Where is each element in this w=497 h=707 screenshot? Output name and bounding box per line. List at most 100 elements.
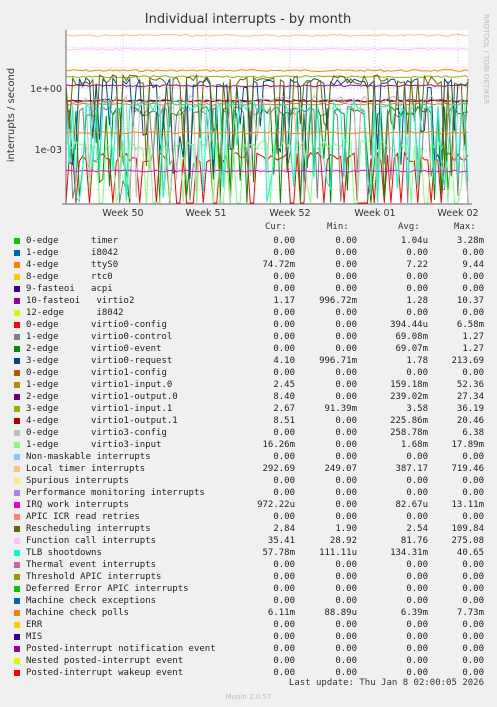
legend-max: 0.00: [462, 284, 484, 294]
legend-label: Rescheduling interrupts: [26, 524, 151, 534]
legend-min: 0.00: [335, 272, 357, 282]
munin-version: Munin 2.0.57: [225, 693, 272, 701]
legend-row: 12-edge i8042 0.00 0.00 0.00 0.00: [0, 307, 497, 319]
legend-row: 3-edge virtio1-input.1 2.67 91.39m 3.58 36.1…: [0, 403, 497, 415]
legend-swatch: [14, 574, 20, 580]
legend-max: 1.27: [462, 344, 484, 354]
legend-max: 0.00: [462, 572, 484, 582]
legend-avg: 0.00: [406, 488, 428, 498]
legend-avg: 81.76: [400, 536, 428, 546]
series-line: [65, 99, 469, 204]
legend-label: Machine check polls: [26, 608, 129, 618]
x-tick-label: Week 02: [437, 208, 478, 219]
legend-min: 0.00: [335, 308, 357, 318]
x-tick-label: Week 50: [102, 208, 143, 219]
legend-max: 0.00: [462, 488, 484, 498]
legend-swatch: [14, 478, 20, 484]
legend-avg: 225.86m: [390, 416, 428, 426]
legend-label: Thermal event interrupts: [26, 560, 157, 570]
legend-swatch: [14, 310, 20, 316]
legend-min: 249.07: [324, 464, 357, 474]
legend-min: 0.00: [335, 476, 357, 486]
legend-swatch: [14, 586, 20, 592]
chart-title: Individual interrupts - by month: [145, 12, 351, 27]
legend-label: 8-edge rtc0: [26, 272, 113, 282]
legend-row: 2-edge virtio0-event 0.00 0.00 69.07m 1.27: [0, 343, 497, 355]
legend-row: 4-edge virtio1-output.1 8.51 0.00 225.86m 20…: [0, 415, 497, 427]
legend-cur: 0.00: [273, 488, 295, 498]
legend-swatch: [14, 598, 20, 604]
legend-cur: 0.00: [273, 248, 295, 258]
legend-swatch: [14, 550, 20, 556]
legend-avg: 394.44u: [390, 320, 428, 330]
rrdtool-credit: RRDTOOL / TOBI OETIKER: [482, 14, 490, 104]
legend-max: 13.11m: [451, 500, 484, 510]
legend-min: 0.00: [335, 572, 357, 582]
legend-swatch: [14, 646, 20, 652]
legend-min: 0.00: [335, 620, 357, 630]
legend-avg: 3.58: [406, 404, 428, 414]
legend-max: 0.00: [462, 596, 484, 606]
legend-cur: 16.26m: [262, 440, 295, 450]
legend-cur: 0.00: [273, 668, 295, 678]
legend-swatch: [14, 382, 20, 388]
legend-min: 0.00: [335, 644, 357, 654]
legend-avg: 82.67u: [395, 500, 428, 510]
legend-cur: 0.00: [273, 644, 295, 654]
legend-cur: 6.11m: [267, 608, 295, 618]
legend-avg: 0.00: [406, 272, 428, 282]
legend-row: Performance monitoring interrupts 0.00 0.0…: [0, 487, 497, 499]
legend-avg: 0.00: [406, 452, 428, 462]
series-line: [65, 169, 469, 173]
chart-area: Individual interrupts - by month interru…: [6, 12, 490, 219]
legend-row: 0-edge virtio1-config 0.00 0.00 0.00 0.00: [0, 367, 497, 379]
legend-avg: 0.00: [406, 512, 428, 522]
legend-row: 0-edge virtio3-config 0.00 0.00 258.78m 6.38: [0, 427, 497, 439]
legend-swatch: [14, 502, 20, 508]
legend-max: 9.44: [462, 260, 484, 270]
legend-cur: 0.00: [273, 236, 295, 246]
legend-swatch: [14, 238, 20, 244]
legend-min: 0.00: [335, 488, 357, 498]
legend-row: 0-edge timer 0.00 0.00 1.04u 3.28m: [0, 235, 497, 247]
legend-avg: 0.00: [406, 308, 428, 318]
legend-row: 1-edge virtio3-input 16.26m 0.00 1.68m 17.89…: [0, 439, 497, 451]
legend-max: 0.00: [462, 452, 484, 462]
legend-max: 0.00: [462, 560, 484, 570]
legend-avg: 387.17: [395, 464, 428, 474]
legend-min: 0.00: [335, 416, 357, 426]
legend-cur: 0.00: [273, 632, 295, 642]
legend-avg: 2.54: [406, 524, 428, 534]
legend-swatch: [14, 526, 20, 532]
legend-label: Machine check exceptions: [26, 596, 157, 606]
legend-cur: 1.17: [273, 296, 295, 306]
legend-label: Deferred Error APIC interrupts: [26, 584, 189, 594]
y-axis-label: interrupts / second: [6, 68, 17, 162]
legend-min: 0.00: [335, 584, 357, 594]
legend-row: 1-edge virtio1-input.0 2.45 0.00 159.18m 52.…: [0, 379, 497, 391]
series-line: [65, 75, 469, 79]
legend-label: MIS: [26, 632, 43, 642]
legend-max: 20.46: [456, 416, 484, 426]
legend-min: 0.00: [335, 668, 357, 678]
legend-avg: 0.00: [406, 248, 428, 258]
legend-label: ERR: [26, 620, 43, 630]
legend-label: 0-edge virtio1-config: [26, 368, 167, 378]
legend-row: Posted-interrupt wakeup event 0.00 0.00 0.0…: [0, 667, 497, 679]
legend-min: 0.00: [335, 284, 357, 294]
legend-max: 40.65: [456, 548, 484, 558]
legend-cur: 0.00: [273, 560, 295, 570]
legend-row: Function call interrupts 35.41 28.92 81.76 2…: [0, 535, 497, 547]
last-update: Last update: Thu Jan 8 02:00:05 2026: [288, 678, 484, 688]
legend-avg: 0.00: [406, 668, 428, 678]
legend-avg: 1.28: [406, 296, 428, 306]
legend-max: 0.00: [462, 368, 484, 378]
legend-label: Local timer interrupts: [26, 464, 146, 474]
legend-label: 1-edge i8042: [26, 248, 119, 258]
legend-min: 0.00: [335, 332, 357, 342]
legend-cur: 0.00: [273, 344, 295, 354]
legend-min: 0.00: [335, 320, 357, 330]
legend-max: 0.00: [462, 644, 484, 654]
legend-max: 0.00: [462, 512, 484, 522]
legend-swatch: [14, 610, 20, 616]
